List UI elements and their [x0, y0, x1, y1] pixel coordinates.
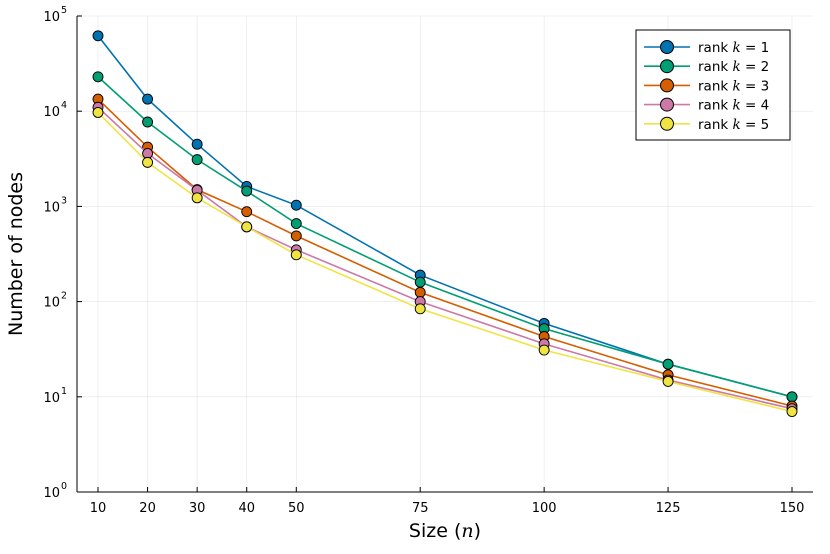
data-point: [414, 286, 426, 298]
y-tick-label: 10: [43, 200, 60, 215]
x-axis-title: Size (n): [409, 520, 481, 542]
data-point: [191, 138, 203, 150]
data-point: [414, 276, 426, 288]
data-point: [538, 344, 550, 356]
legend-item: rank k = 4: [644, 97, 769, 114]
legend-label: rank k = 2: [698, 59, 769, 75]
data-point: [92, 71, 104, 83]
y-tick-exponent: 4: [61, 100, 67, 111]
x-tick-label: 50: [288, 501, 305, 516]
series-5: [92, 107, 798, 417]
x-tick-label: 20: [139, 501, 156, 516]
y-tick-label: 10: [43, 10, 60, 25]
y-tick-exponent: 0: [61, 481, 67, 492]
y-tick-label: 10: [43, 105, 60, 120]
legend-label: rank k = 4: [698, 98, 769, 114]
y-tick-exponent: 5: [61, 5, 67, 16]
data-point: [290, 230, 302, 242]
legend-marker: [660, 40, 674, 54]
data-point: [786, 406, 798, 417]
x-tick-label: 10: [90, 501, 107, 516]
x-tick-label: 150: [780, 501, 805, 516]
y-tick-exponent: 3: [61, 195, 67, 206]
data-point: [241, 206, 253, 218]
series-line: [97, 106, 793, 410]
x-tick-label: 40: [238, 501, 255, 516]
data-point: [786, 391, 798, 403]
y-tick-label: 10: [43, 391, 60, 406]
data-point: [290, 199, 302, 211]
data-point: [142, 93, 154, 105]
legend-marker: [660, 59, 674, 74]
data-point: [290, 249, 302, 261]
y-tick-exponent: 1: [61, 386, 67, 397]
data-point: [92, 107, 104, 118]
data-point: [662, 358, 674, 370]
data-point: [191, 192, 203, 204]
legend-item: rank k = 1: [644, 40, 769, 56]
legend-marker: [660, 116, 674, 131]
data-point: [92, 30, 104, 42]
data-point: [142, 116, 154, 128]
data-point: [414, 303, 426, 315]
legend-item: rank k = 3: [644, 78, 769, 94]
x-tick-label: 75: [412, 501, 429, 516]
data-point: [290, 218, 302, 230]
x-tick-label: 100: [532, 501, 557, 516]
data-point: [662, 375, 674, 387]
legend-item: rank k = 2: [644, 59, 769, 75]
series-line: [97, 111, 793, 413]
legend-marker: [660, 78, 674, 93]
data-point: [241, 221, 253, 233]
x-tick-label: 125: [656, 501, 681, 516]
y-tick-label: 10: [43, 296, 60, 311]
x-tick-label: 30: [189, 501, 206, 516]
series-layer: [92, 30, 798, 417]
y-tick-exponent: 2: [61, 291, 67, 302]
legend-item: rank k = 5: [644, 116, 769, 133]
legend-label: rank k = 5: [698, 117, 769, 133]
y-axis-title: Number of nodes: [5, 172, 27, 336]
data-point: [191, 154, 203, 166]
series-2: [92, 71, 798, 403]
legend-label: rank k = 3: [698, 78, 769, 94]
data-point: [241, 185, 253, 197]
legend: rank k = 1 rank k = 2 rank k = 3 rank k = 4…: [635, 29, 791, 141]
y-tick-label: 10: [43, 486, 60, 501]
legend-label: rank k = 1: [698, 40, 769, 56]
legend-marker: [660, 97, 674, 112]
data-point: [142, 156, 154, 168]
